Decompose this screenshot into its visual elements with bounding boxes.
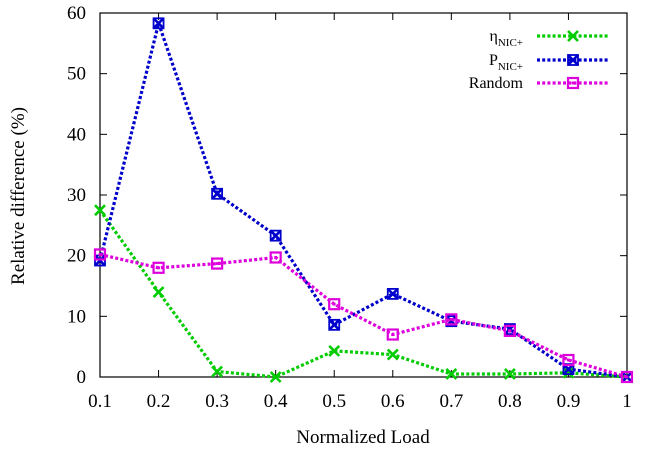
x-tick-label: 0.1 bbox=[88, 391, 112, 412]
data-point bbox=[328, 298, 341, 311]
data-point bbox=[211, 187, 224, 200]
data-point bbox=[152, 17, 165, 30]
legend: ηNIC+ PNIC+ Random bbox=[469, 28, 608, 92]
x-axis-label: Normalized Load bbox=[296, 427, 430, 448]
x-tick-label: 0.7 bbox=[439, 391, 463, 412]
y-tick-label: 30 bbox=[67, 185, 86, 206]
data-point bbox=[269, 229, 282, 242]
data-point bbox=[328, 344, 341, 357]
data-point bbox=[152, 286, 165, 298]
series-1 bbox=[94, 204, 633, 383]
data-point bbox=[503, 324, 516, 337]
legend-entry: ηNIC+ bbox=[489, 28, 608, 49]
data-point bbox=[386, 287, 399, 300]
series-line bbox=[98, 209, 628, 379]
legend-entry: PNIC+ bbox=[489, 52, 608, 73]
legend-marker bbox=[566, 76, 580, 90]
data-point bbox=[269, 251, 282, 264]
data-point bbox=[211, 257, 224, 270]
data-point bbox=[562, 353, 575, 367]
data-point bbox=[93, 248, 107, 261]
legend-label: PNIC+ bbox=[489, 52, 523, 73]
data-point bbox=[269, 371, 282, 383]
y-tick-label: 50 bbox=[67, 64, 86, 85]
legend-label: ηNIC+ bbox=[489, 28, 523, 49]
legend-label: Random bbox=[469, 75, 524, 92]
x-tick-label: 0.8 bbox=[498, 391, 522, 412]
data-point bbox=[620, 370, 634, 384]
series-2 bbox=[94, 17, 633, 383]
x-tick-label: 0.3 bbox=[205, 391, 229, 412]
data-point bbox=[94, 204, 106, 217]
data-point bbox=[562, 366, 575, 379]
x-tick-label: 0.9 bbox=[557, 391, 581, 412]
data-point bbox=[445, 313, 458, 326]
legend-marker bbox=[567, 30, 579, 42]
legend-marker bbox=[567, 54, 579, 66]
data-point bbox=[152, 261, 165, 274]
data-point bbox=[445, 368, 458, 380]
data-point bbox=[211, 365, 224, 378]
data-point bbox=[386, 348, 399, 361]
y-tick-label: 60 bbox=[67, 3, 86, 24]
series-3 bbox=[93, 248, 634, 384]
y-axis-label: Relative difference (%) bbox=[8, 107, 29, 285]
y-tick-label: 40 bbox=[67, 124, 86, 145]
series-line bbox=[99, 252, 628, 379]
y-tick-label: 10 bbox=[67, 306, 86, 327]
series-lines bbox=[93, 17, 634, 384]
data-point bbox=[386, 328, 399, 341]
data-point bbox=[328, 318, 341, 331]
legend-entry: Random bbox=[469, 75, 608, 92]
y-tick-label: 20 bbox=[67, 246, 86, 267]
x-tick-label: 1 bbox=[622, 391, 632, 412]
data-point bbox=[503, 368, 516, 380]
series-line bbox=[98, 21, 628, 379]
y-tick-label: 0 bbox=[77, 367, 87, 388]
axis-ticks: 0.1 0.2 0.3 0.4 0.5 0.6 0.7 0.8 0.9 1010203040506… bbox=[67, 3, 632, 412]
x-tick-label: 0.5 bbox=[322, 391, 346, 412]
x-tick-label: 0.4 bbox=[264, 391, 288, 412]
x-tick-label: 0.6 bbox=[381, 391, 405, 412]
x-tick-label: 0.2 bbox=[147, 391, 171, 412]
